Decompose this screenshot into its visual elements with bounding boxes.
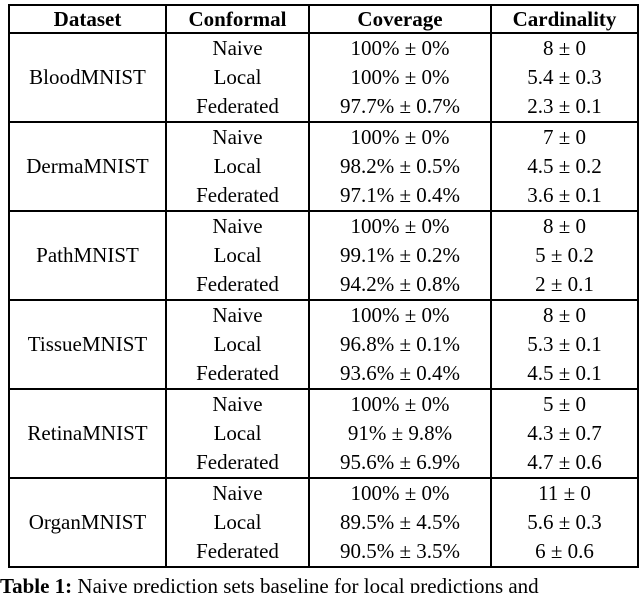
header-dataset: Dataset [8, 4, 167, 34]
table-row: Federated 93.6% ± 0.4% 4.5 ± 0.1 [9, 359, 639, 389]
cardinality-value: 4.3 ± 0.7 [490, 419, 639, 448]
dataset-name: PathMNIST [8, 210, 167, 300]
cardinality-value: 5.6 ± 0.3 [490, 508, 639, 537]
conformal-method: Federated [165, 359, 310, 389]
coverage-value: 91% ± 9.8% [308, 419, 492, 448]
cardinality-value: 5.3 ± 0.1 [490, 330, 639, 359]
conformal-method: Federated [165, 270, 310, 300]
coverage-value: 99.1% ± 0.2% [308, 241, 492, 270]
table-row: BloodMNIST Naive 100% ± 0% 8 ± 0 [8, 32, 639, 122]
caption-text: Naive prediction sets baseline for local… [77, 574, 539, 593]
coverage-value: 100% ± 0% [308, 388, 492, 419]
table-row: RetinaMNIST Naive 100% ± 0% 5 ± 0 [8, 388, 639, 478]
coverage-value: 100% ± 0% [308, 299, 492, 330]
cardinality-value: 4.5 ± 0.1 [490, 359, 639, 389]
table-row: Federated 97.1% ± 0.4% 3.6 ± 0.1 [9, 181, 639, 211]
header-coverage: Coverage [308, 4, 492, 34]
table-row: Local 91% ± 9.8% 4.3 ± 0.7 [9, 419, 639, 448]
table-header-row: Dataset Conformal Coverage Cardinality [8, 4, 639, 34]
dataset-name: BloodMNIST [8, 32, 167, 122]
coverage-value: 90.5% ± 3.5% [308, 537, 492, 567]
table-row: Local 89.5% ± 4.5% 5.6 ± 0.3 [9, 508, 639, 537]
conformal-method: Local [165, 330, 310, 359]
table-row: Federated 90.5% ± 3.5% 6 ± 0.6 [9, 537, 639, 567]
cardinality-value: 11 ± 0 [490, 477, 639, 508]
table-row: Federated 94.2% ± 0.8% 2 ± 0.1 [9, 270, 639, 300]
table-row: Local 98.2% ± 0.5% 4.5 ± 0.2 [9, 152, 639, 181]
coverage-value: 93.6% ± 0.4% [308, 359, 492, 389]
coverage-value: 89.5% ± 4.5% [308, 508, 492, 537]
conformal-method: Naive [165, 477, 310, 508]
table-row: OrganMNIST Naive 100% ± 0% 11 ± 0 [8, 477, 639, 567]
table-row: Local 96.8% ± 0.1% 5.3 ± 0.1 [9, 330, 639, 359]
coverage-value: 100% ± 0% [308, 210, 492, 241]
header-conformal: Conformal [165, 4, 310, 34]
dataset-name: RetinaMNIST [8, 388, 167, 478]
conformal-method: Naive [165, 299, 310, 330]
cardinality-value: 5 ± 0.2 [490, 241, 639, 270]
cardinality-value: 3.6 ± 0.1 [490, 181, 639, 211]
dataset-name: TissueMNIST [8, 299, 167, 389]
cardinality-value: 2 ± 0.1 [490, 270, 639, 300]
coverage-value: 97.1% ± 0.4% [308, 181, 492, 211]
conformal-method: Federated [165, 181, 310, 211]
cardinality-value: 2.3 ± 0.1 [490, 92, 639, 122]
conformal-method: Federated [165, 92, 310, 122]
cardinality-value: 8 ± 0 [490, 32, 639, 63]
dataset-name: OrganMNIST [8, 477, 167, 567]
cardinality-value: 5.4 ± 0.3 [490, 63, 639, 92]
cardinality-value: 5 ± 0 [490, 388, 639, 419]
conformal-method: Local [165, 152, 310, 181]
header-cardinality: Cardinality [490, 4, 639, 34]
conformal-method: Federated [165, 448, 310, 478]
conformal-method: Local [165, 63, 310, 92]
conformal-method: Local [165, 508, 310, 537]
table-caption: Table 1: Naive prediction sets baseline … [0, 574, 640, 593]
table-row: Federated 95.6% ± 6.9% 4.7 ± 0.6 [9, 448, 639, 478]
dataset-name: DermaMNIST [8, 121, 167, 211]
conformal-method: Local [165, 419, 310, 448]
coverage-value: 94.2% ± 0.8% [308, 270, 492, 300]
coverage-value: 98.2% ± 0.5% [308, 152, 492, 181]
conformal-method: Federated [165, 537, 310, 567]
cardinality-value: 4.7 ± 0.6 [490, 448, 639, 478]
cardinality-value: 8 ± 0 [490, 210, 639, 241]
coverage-value: 100% ± 0% [308, 121, 492, 152]
results-table: Dataset Conformal Coverage Cardinality B… [8, 4, 639, 568]
table-row: TissueMNIST Naive 100% ± 0% 8 ± 0 [8, 299, 639, 389]
conformal-method: Local [165, 241, 310, 270]
conformal-method: Naive [165, 388, 310, 419]
coverage-value: 100% ± 0% [308, 32, 492, 63]
coverage-value: 96.8% ± 0.1% [308, 330, 492, 359]
table-row: Local 100% ± 0% 5.4 ± 0.3 [9, 63, 639, 92]
cardinality-value: 4.5 ± 0.2 [490, 152, 639, 181]
cardinality-value: 6 ± 0.6 [490, 537, 639, 567]
cardinality-value: 8 ± 0 [490, 299, 639, 330]
table-row: Local 99.1% ± 0.2% 5 ± 0.2 [9, 241, 639, 270]
coverage-value: 100% ± 0% [308, 477, 492, 508]
coverage-value: 97.7% ± 0.7% [308, 92, 492, 122]
coverage-value: 95.6% ± 6.9% [308, 448, 492, 478]
cardinality-value: 7 ± 0 [490, 121, 639, 152]
conformal-method: Naive [165, 210, 310, 241]
conformal-method: Naive [165, 32, 310, 63]
table-row: Federated 97.7% ± 0.7% 2.3 ± 0.1 [9, 92, 639, 122]
conformal-method: Naive [165, 121, 310, 152]
coverage-value: 100% ± 0% [308, 63, 492, 92]
table-row: PathMNIST Naive 100% ± 0% 8 ± 0 [8, 210, 639, 300]
table-row: DermaMNIST Naive 100% ± 0% 7 ± 0 [8, 121, 639, 211]
caption-label: Table 1: [0, 574, 73, 593]
